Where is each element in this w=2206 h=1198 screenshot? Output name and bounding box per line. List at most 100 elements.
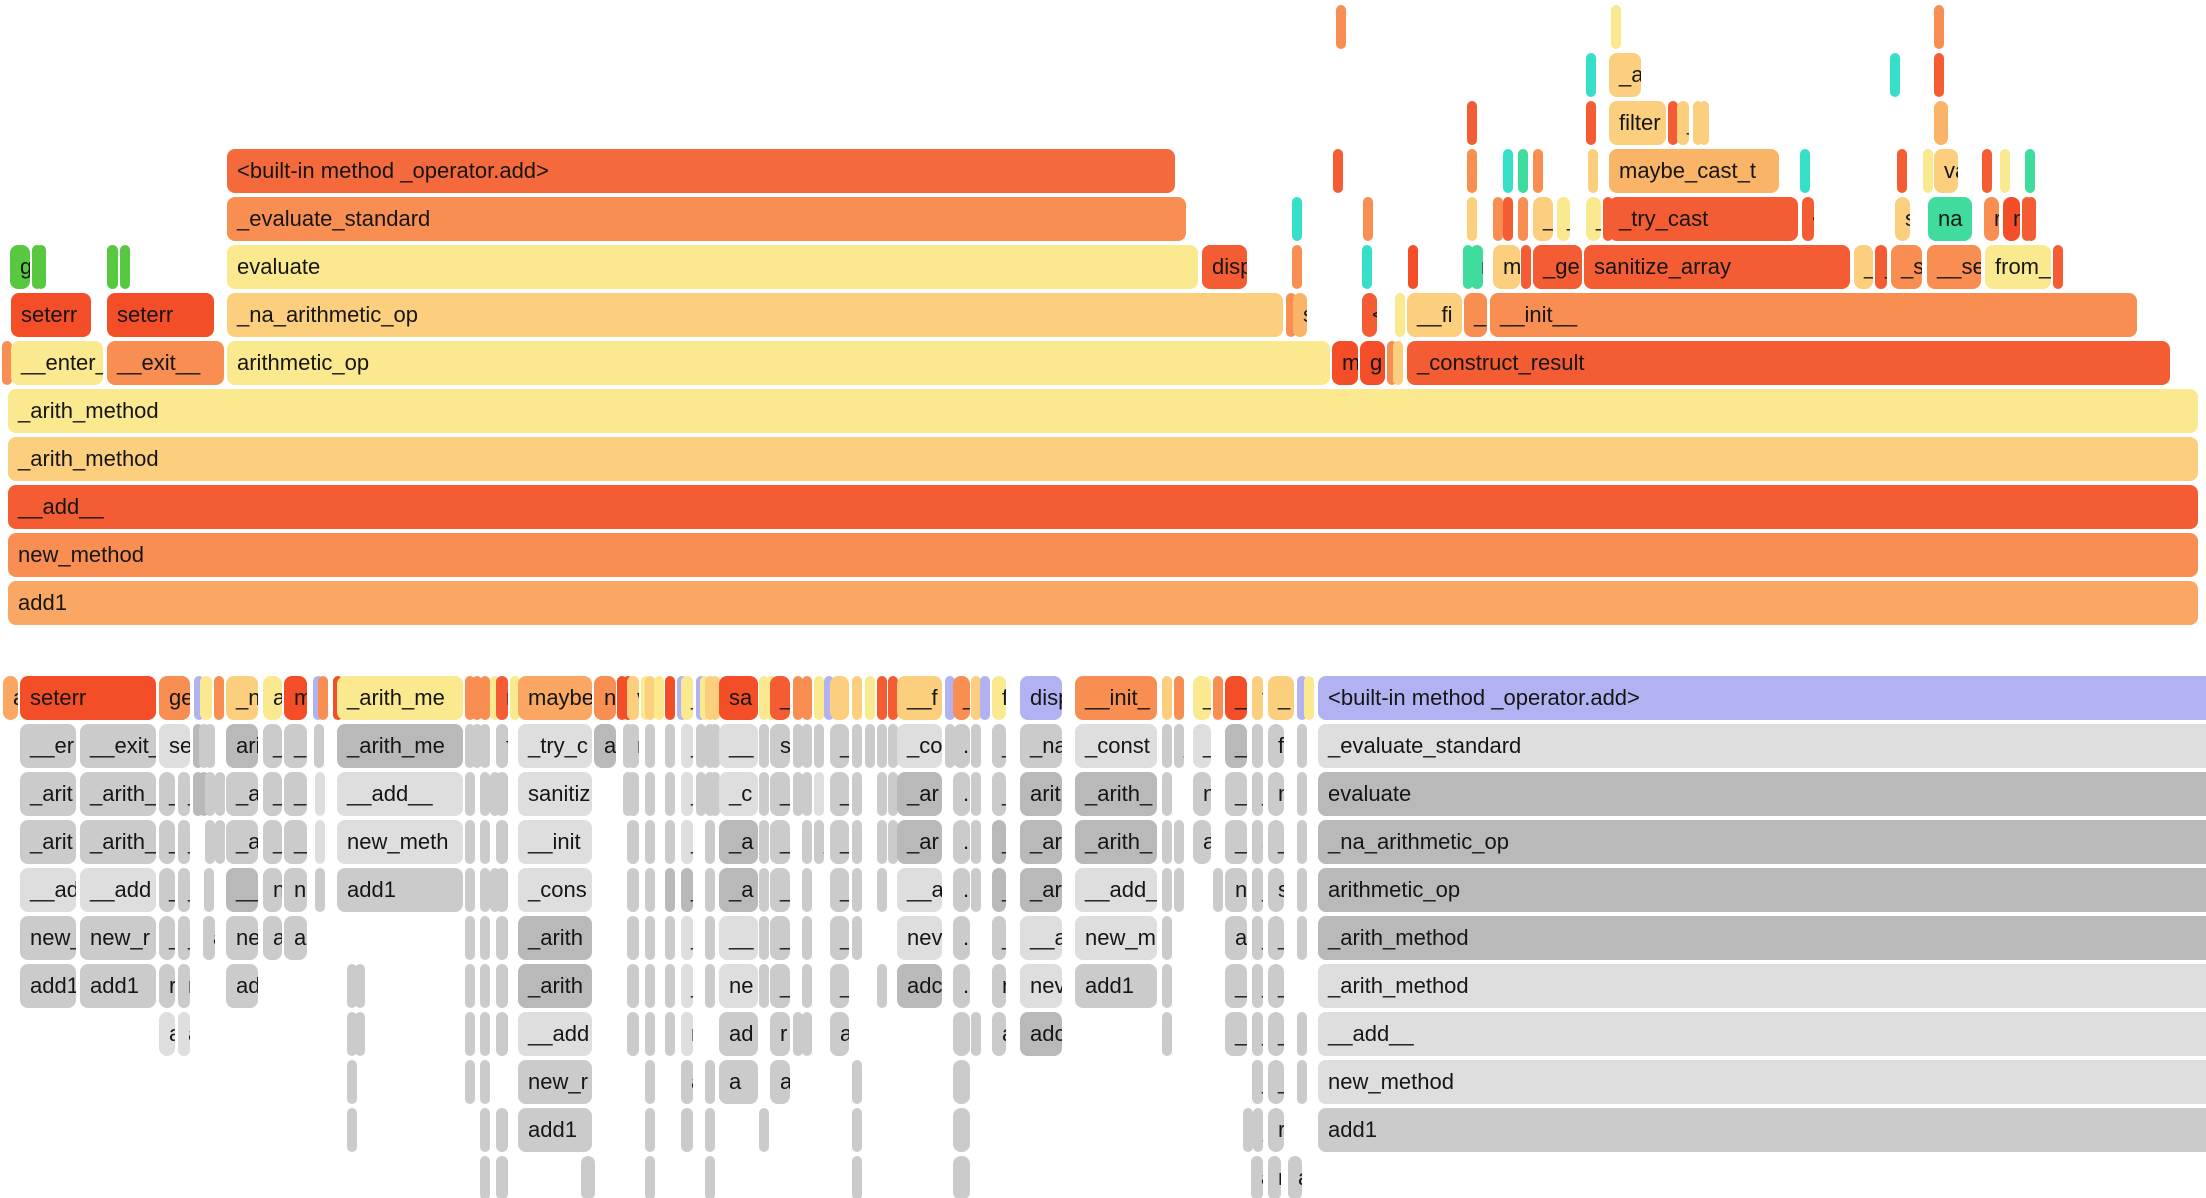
frame-sliver[interactable]: _ [1253,1108,1263,1152]
frame-n[interactable]: n [263,868,282,912]
frame-r[interactable]: r [770,1012,790,1056]
frame-sliver[interactable]: _ [770,916,790,960]
frame-sliver[interactable]: . [496,964,508,1008]
frame-ne[interactable]: ne [226,916,258,960]
frame-sliver[interactable]: __ [1225,820,1247,864]
frame-exit[interactable]: __exit_ [80,724,156,768]
frame-sliver[interactable]: __ [719,724,758,768]
frame-sliver[interactable] [877,964,887,1008]
frame-s[interactable]: s [1297,820,1307,864]
frame-sliver[interactable]: . [953,964,970,1008]
frame-r[interactable]: r [159,964,175,1008]
frame-sliver[interactable] [681,1108,693,1152]
frame-sliver[interactable] [645,724,655,768]
frame-sliver[interactable]: . [1174,868,1184,912]
frame-sliver[interactable]: . [814,676,824,720]
frame-s[interactable]: s [1252,820,1263,864]
frame-sliver[interactable] [496,1108,508,1152]
frame-sliver[interactable] [645,868,655,912]
frame-a[interactable]: _a [284,724,307,768]
frame-sliver[interactable]: _ [1252,964,1263,1008]
frame-sliver[interactable]: . [802,868,812,912]
frame-sliver[interactable]: _ [1677,101,1689,145]
frame-sliver[interactable]: _ [830,820,849,864]
frame-add1[interactable]: add1 [1075,964,1157,1008]
frame-sliver[interactable] [665,724,675,768]
frame-r[interactable]: r [681,1012,693,1056]
frame-sliver[interactable] [852,676,862,720]
frame-a[interactable]: _a [1225,772,1247,816]
frame-sliver[interactable] [665,676,675,720]
frame-sliver[interactable] [193,772,203,816]
frame-sliver[interactable] [953,1012,970,1056]
frame-a[interactable]: a [1251,1156,1263,1198]
frame-r[interactable]: r [314,724,324,768]
frame-sliver[interactable]: _ [992,868,1006,912]
frame-a[interactable]: a [992,1012,1006,1056]
frame-sliver[interactable]: _ [1586,197,1601,241]
frame-sliver[interactable]: . [496,1012,508,1056]
frame-sliver[interactable]: _ [159,868,175,912]
frame-sliver[interactable] [814,724,824,768]
frame-sliver[interactable] [945,676,955,720]
frame-m[interactable]: m [1493,245,1520,289]
frame-sliver[interactable] [877,820,887,864]
frame-arith[interactable]: _arith [518,964,592,1008]
frame-sliver[interactable] [480,676,490,720]
frame-r[interactable]: r [1162,676,1172,720]
frame-sliver[interactable] [888,676,898,720]
frame-sliver[interactable] [1395,293,1405,337]
frame-va[interactable]: va [1934,149,1958,193]
frame-sliver[interactable]: _ [1225,1012,1247,1056]
frame-sliver[interactable] [1503,149,1513,193]
frame-sliver[interactable] [696,724,706,768]
frame-sliver[interactable]: . [627,964,639,1008]
frame-sliver[interactable] [1890,53,1900,97]
frame-arith-me[interactable]: _arith_me [337,676,463,720]
frame-add[interactable]: __add__ [8,485,2198,529]
frame-sliver[interactable] [1333,149,1343,193]
frame-sliver[interactable] [852,1060,862,1104]
frame-evaluate[interactable]: evaluate [1318,772,2206,816]
frame-ari[interactable]: ari [226,724,258,768]
frame-sliver[interactable]: . [215,820,225,864]
frame-sliver[interactable] [490,772,500,816]
frame-sliver[interactable] [1297,676,1307,720]
frame-sliver[interactable]: _ [1557,197,1570,241]
frame-arith-method[interactable]: _arith_method [8,389,2198,433]
frame-sliver[interactable]: . [627,820,639,864]
frame-sliver[interactable] [877,868,887,912]
frame-sliver[interactable] [980,676,990,720]
frame-sliver[interactable] [465,724,475,768]
frame-sliver[interactable] [824,676,834,720]
frame-sliver[interactable]: __ [226,868,258,912]
frame-adc[interactable]: adc [897,964,942,1008]
frame-sliver[interactable] [1493,197,1503,241]
frame-a[interactable]: a [263,916,282,960]
frame-sliver[interactable] [645,916,655,960]
frame-n[interactable]: n [594,676,616,720]
frame-sliver[interactable]: . [510,676,520,720]
frame-sliver[interactable]: _ [1268,676,1294,720]
frame-sa[interactable]: sa [719,676,758,720]
frame-sliver[interactable] [710,676,720,720]
frame-sliver[interactable] [971,868,981,912]
frame-sliver[interactable] [705,1060,715,1104]
frame-ge[interactable]: ge [159,676,190,720]
frame-sliver[interactable]: _ [770,676,790,720]
frame-co[interactable]: _co [897,724,942,768]
frame-er[interactable]: __er [20,724,76,768]
frame-sliver[interactable] [2,341,12,385]
frame-a[interactable]: a [1288,1156,1302,1198]
frame-ne[interactable]: ne [284,868,307,912]
frame-sliver[interactable]: . [953,916,970,960]
frame-arit[interactable]: _arit [20,772,76,816]
frame-s[interactable]: s [770,724,790,768]
frame-sliver[interactable] [759,964,769,1008]
frame-sliver[interactable] [759,868,769,912]
frame-built-in-method-operator-add[interactable]: <built-in method _operator.add> [227,149,1175,193]
frame-sliver[interactable]: . [1162,820,1172,864]
frame-arith[interactable]: _arith_ [80,820,156,864]
frame-a[interactable]: a [802,772,812,816]
frame-try-cast[interactable]: _try_cast [1609,197,1798,241]
